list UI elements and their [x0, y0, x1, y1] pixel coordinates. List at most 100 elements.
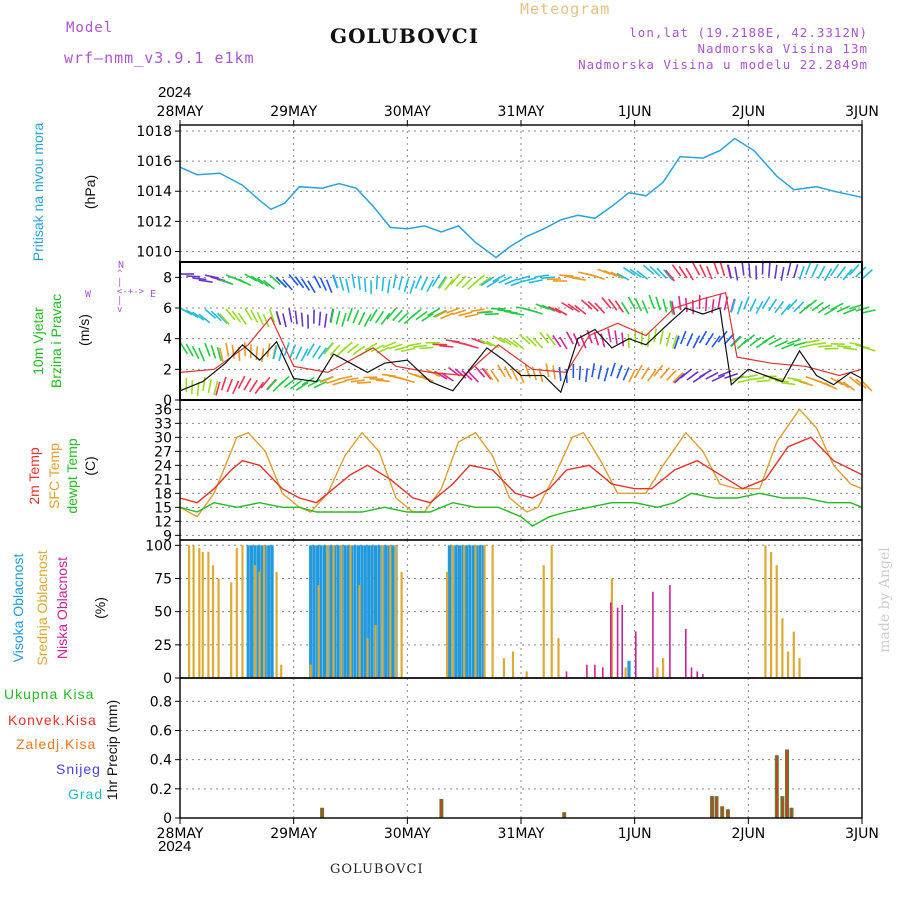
wind-barb [614, 330, 618, 345]
x-tick-label: 1JUN [618, 826, 652, 842]
wind-barb [300, 278, 310, 291]
wind-barb [565, 331, 575, 345]
low-cloud-bar [702, 674, 704, 678]
wind-barb [409, 308, 422, 319]
high-cloud-bar [391, 545, 395, 678]
wind-barb [641, 300, 649, 314]
mid-cloud-bar [389, 545, 392, 678]
mid-cloud-bar [263, 545, 266, 678]
wind-barb [711, 374, 726, 382]
wind-barb [705, 265, 713, 280]
wind-barb [464, 343, 479, 349]
wind-barb [634, 364, 643, 378]
mid-cloud-bar [770, 551, 773, 678]
wind-barb [774, 340, 789, 348]
x-tick-label: 28MAY [157, 104, 204, 120]
wind-barb [636, 269, 649, 280]
compass-e: E [150, 289, 157, 300]
wind-barb [312, 345, 322, 358]
wind-barb [484, 313, 499, 316]
high-cloud-bar [319, 545, 323, 678]
high-cloud-bar [315, 545, 320, 678]
wind-barb [762, 334, 776, 344]
wind-barb [607, 328, 612, 343]
wind-barb [210, 344, 217, 359]
precip-conv-bar [440, 799, 443, 818]
lonlat-text: lon,lat (19.2188E, 42.3312N) [629, 25, 868, 40]
wind-barb [659, 330, 664, 345]
wind-barb [836, 305, 851, 313]
wind-barb [662, 298, 668, 313]
mid-cloud-bar [275, 571, 278, 678]
wind-barb [220, 376, 227, 391]
wind-barb [419, 346, 434, 350]
wind-barb [269, 274, 281, 286]
wind-barb [426, 279, 435, 293]
wind-barb [397, 311, 410, 323]
wind-barb [842, 307, 857, 315]
precip-hail-label: Grad [68, 786, 104, 802]
high-cloud-bar [475, 545, 479, 678]
mid-cloud-bar [764, 545, 767, 678]
wind-barb [295, 381, 309, 391]
wind-barb [392, 274, 397, 289]
wind-barb [571, 277, 586, 281]
high-cloud-bar [336, 545, 340, 678]
wind-barb [283, 342, 290, 357]
wind-barb [455, 275, 467, 287]
wind-barb [699, 369, 712, 378]
wind-barb [481, 367, 492, 380]
high-cloud-bar [346, 545, 350, 678]
wind-barb [616, 272, 630, 281]
wind-barb [409, 280, 416, 294]
high-cloud-bar [458, 545, 462, 678]
wind-barb [842, 268, 853, 281]
y-tick-label: 36 [154, 402, 172, 418]
wind-barb [539, 331, 550, 344]
y-tick-label: 1012 [136, 214, 172, 230]
wind-barb [210, 310, 222, 322]
high-cloud-bar [360, 545, 364, 678]
wind-barb [392, 309, 403, 322]
wind-barb [478, 276, 492, 286]
wind-barb [811, 342, 827, 346]
precip-conv-bar [715, 797, 718, 818]
precip-conv-label: Konvek.Kisa [8, 712, 97, 728]
wind-barb [403, 278, 410, 293]
wind-barb [679, 330, 687, 345]
wind-barb [503, 366, 513, 380]
mid-cloud-bar [241, 545, 244, 678]
wind-barb [226, 378, 234, 393]
wind-barb [647, 369, 657, 382]
y-tick-label: 0.2 [150, 782, 172, 798]
wind-barb [288, 273, 299, 286]
x-tick-label: 2JUN [731, 826, 765, 842]
wind-barb [351, 273, 356, 289]
footer-station: GOLUBOVCI [330, 862, 424, 877]
wind-barb [468, 371, 479, 383]
wind-barb [855, 266, 867, 278]
high-cloud-bar [387, 545, 391, 678]
wind-barb [669, 300, 674, 315]
high-cloud-bar [343, 545, 347, 678]
wind-barb [830, 377, 844, 386]
wind-barb [380, 312, 391, 325]
wind-barb [320, 376, 334, 383]
wind-barb [313, 380, 327, 389]
mid-cloud-bar [230, 582, 233, 678]
compass-w: W [85, 289, 92, 300]
page-title: GOLUBOVCI [330, 24, 480, 48]
wind-barb [743, 334, 756, 345]
wind-barb [572, 333, 581, 347]
wind-barb [749, 298, 757, 312]
wind-barb [692, 262, 701, 276]
wind-barb [250, 275, 264, 285]
wind-barb [678, 265, 688, 279]
mid-cloud-bar [211, 565, 215, 678]
mid-cloud-bar [662, 658, 665, 678]
wind-barb [628, 369, 636, 383]
y-tick-label: 24 [154, 458, 172, 474]
low-cloud-bar [586, 664, 588, 678]
wind-barb [597, 365, 602, 380]
mid-cloud-bar [781, 618, 784, 678]
